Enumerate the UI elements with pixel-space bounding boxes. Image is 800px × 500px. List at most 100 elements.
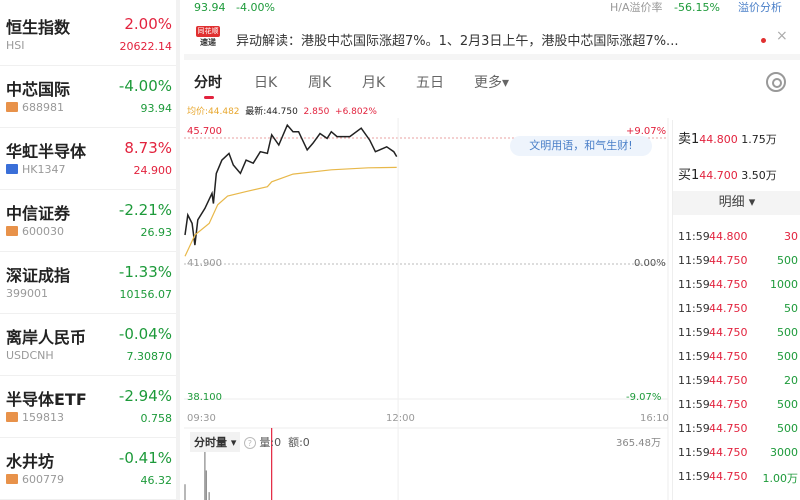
volume-value: 量:0	[259, 436, 282, 449]
stock-code: USDCNH	[6, 349, 54, 362]
code-text: USDCNH	[6, 349, 54, 362]
trade-row: 11:59 44.750 1000	[678, 278, 798, 294]
trade-time: 11:59	[678, 230, 710, 243]
trade-price: 44.750	[709, 374, 748, 387]
amount-value: 额:0	[288, 436, 310, 449]
trade-price: 44.750	[709, 254, 748, 267]
stock-code: 600779	[6, 473, 64, 486]
stock-name: 中信证券	[6, 204, 71, 223]
stock-code: 600030	[6, 225, 64, 238]
trade-price: 44.800	[709, 230, 748, 243]
trade-price: 44.750	[709, 422, 748, 435]
watchlist-item[interactable]: 离岸人民币 -0.04% USDCNH 7.30870	[0, 314, 176, 376]
trade-time: 11:59	[678, 398, 710, 411]
time-start-label: 09:30	[187, 413, 216, 424]
chat-tip-bubble[interactable]: 文明用语，和气生财!	[510, 136, 652, 156]
trade-price: 44.750	[709, 326, 748, 339]
trade-row: 11:59 44.750 500	[678, 350, 798, 366]
trade-volume: 500	[777, 254, 798, 267]
news-banner[interactable]: 同花顺 速递 异动解读：港股中芯国际涨超7%。1、2月3日上午，港股中芯国际涨超…	[184, 20, 800, 60]
trade-volume: 500	[777, 326, 798, 339]
trade-volume: 500	[777, 350, 798, 363]
price-change: 2.850	[303, 107, 330, 117]
market-badge-icon	[6, 102, 18, 112]
market-badge-icon	[6, 474, 18, 484]
code-text: 600779	[22, 473, 64, 486]
watchlist-item[interactable]: 半导体ETF -2.94% 159813 0.758	[0, 376, 176, 438]
tab-intraday[interactable]: 分时	[194, 75, 222, 91]
news-text[interactable]: 异动解读：港股中芯国际涨超7%。1、2月3日上午，港股中芯国际涨超7%...	[236, 34, 679, 49]
chart-stats: 均价:44.482 最新:44.750 2.850 +6.802%	[187, 104, 377, 117]
trade-volume: 500	[777, 422, 798, 435]
ask-price: 44.800	[699, 133, 738, 146]
watchlist: 恒生指数 2.00% HSI 20622.14 中芯国际 -4.00% 68898…	[0, 0, 180, 500]
bid-price: 44.700	[699, 169, 738, 182]
pct-change: +6.802%	[335, 107, 377, 117]
tab-monthly-k[interactable]: 月K	[362, 75, 386, 91]
trade-time: 11:59	[678, 302, 710, 315]
stock-name: 恒生指数	[6, 18, 71, 37]
trade-row: 11:59 44.750 500	[678, 398, 798, 414]
stock-name: 中芯国际	[6, 80, 71, 99]
news-logo: 同花顺 速递	[196, 26, 220, 50]
stock-name: 离岸人民币	[6, 328, 87, 347]
premium-label: H/A溢价率	[610, 1, 663, 14]
trade-price: 44.750	[709, 278, 748, 291]
trade-row: 11:59 44.800 30	[678, 230, 798, 246]
close-icon[interactable]: ×	[776, 28, 788, 44]
watchlist-item[interactable]: 深证成指 -1.33% 399001 10156.07	[0, 252, 176, 314]
trade-volume: 30	[784, 230, 798, 243]
logo-bottom: 速递	[200, 38, 216, 47]
watchlist-item[interactable]: 中芯国际 -4.00% 688981 93.94	[0, 66, 176, 128]
premium-analysis-link[interactable]: 溢价分析	[738, 1, 782, 14]
stock-code: 399001	[6, 287, 48, 300]
watchlist-item[interactable]: 华虹半导体 8.73% HK1347 24.900	[0, 128, 176, 190]
trade-time: 11:59	[678, 350, 710, 363]
premium-value: -56.15%	[674, 1, 720, 14]
trade-row: 11:59 44.750 500	[678, 254, 798, 270]
stock-price: 0.758	[140, 412, 173, 425]
code-text: HK1347	[22, 163, 66, 176]
pct-mid-label: 0.00%	[634, 258, 666, 269]
pct-high-label: +9.07%	[626, 126, 667, 137]
code-text: 399001	[6, 287, 48, 300]
logo-top: 同花顺	[196, 26, 220, 37]
stock-change: -2.21%	[118, 201, 172, 219]
tab-more[interactable]: 更多▾	[474, 75, 510, 91]
stock-change: -4.00%	[118, 77, 172, 95]
stock-code: HK1347	[6, 163, 65, 176]
stock-code: HSI	[6, 39, 25, 52]
market-badge-icon	[6, 226, 18, 236]
watchlist-item[interactable]: 恒生指数 2.00% HSI 20622.14	[0, 4, 176, 66]
watchlist-item[interactable]: 中信证券 -2.21% 600030 26.93	[0, 190, 176, 252]
a-price: 93.94	[194, 1, 226, 14]
volume-max-label: 365.48万	[616, 438, 661, 449]
intraday-chart[interactable]	[184, 118, 672, 500]
volume-selector[interactable]: 分时量 ▾	[190, 432, 241, 452]
price-line	[184, 123, 398, 246]
bid-label: 买1	[678, 168, 700, 183]
y-high-label: 45.700	[187, 126, 222, 137]
help-icon[interactable]: ?	[243, 437, 256, 449]
settings-icon[interactable]	[766, 72, 786, 92]
trade-price: 44.750	[709, 446, 748, 459]
stock-price: 10156.07	[119, 288, 173, 301]
trade-time: 11:59	[678, 422, 710, 435]
a-change: -4.00%	[236, 1, 275, 14]
trade-volume: 500	[777, 398, 798, 411]
trade-row: 11:59 44.750 500	[678, 422, 798, 438]
watchlist-item[interactable]: 水井坊 -0.41% 600779 46.32	[0, 438, 176, 500]
bid-volume: 3.50万	[741, 169, 777, 182]
stock-code: 688981	[6, 101, 64, 114]
trade-price: 44.750	[709, 350, 748, 363]
trade-time: 11:59	[678, 254, 710, 267]
tab-weekly-k[interactable]: 周K	[308, 75, 332, 91]
ask-1: 卖144.800 1.75万	[678, 128, 777, 147]
tab-five-day[interactable]: 五日	[416, 75, 444, 91]
stock-name: 华虹半导体	[6, 142, 87, 161]
time-end-label: 16:10	[640, 413, 669, 424]
detail-dropdown[interactable]: 明细 ▾	[673, 191, 800, 215]
tab-daily-k[interactable]: 日K	[254, 75, 278, 91]
ask-label: 卖1	[678, 132, 700, 147]
trade-row: 11:59 44.750 1.00万	[678, 470, 798, 486]
